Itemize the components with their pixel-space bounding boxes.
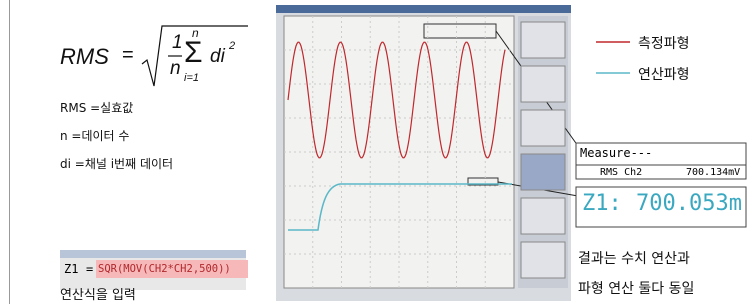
panel-button: [521, 242, 565, 278]
panel-button: [521, 110, 565, 146]
result-value: 700.053m: [636, 191, 742, 216]
page: RMS = 1 n n Σ i=1 di 2 RMS =실효값 n =데이터 수…: [0, 0, 750, 304]
measure-value: 700.134mV: [686, 167, 740, 178]
panel-button: [521, 198, 565, 234]
result-label: Z1:: [582, 191, 622, 216]
panel-button: [521, 22, 565, 58]
scope-titlebar: [276, 5, 571, 13]
panel-button: [521, 66, 565, 102]
note: 결과는 수치 연산과: [578, 248, 690, 268]
panel-button: [521, 154, 565, 190]
note: 파형 연산 둘다 동일: [578, 278, 694, 298]
legend-label: 연산파형: [638, 64, 690, 84]
legend-label: 측정파형: [638, 33, 690, 53]
measure-label: RMS Ch2: [600, 167, 642, 178]
measure-title: Measure---: [580, 146, 652, 160]
